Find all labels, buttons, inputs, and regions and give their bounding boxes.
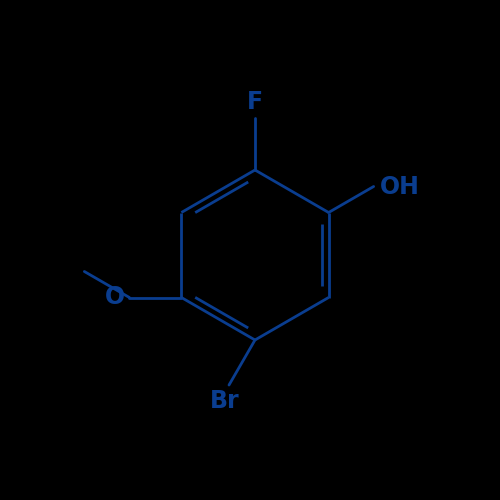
Text: OH: OH	[380, 174, 420, 199]
Text: F: F	[247, 90, 263, 114]
Text: O: O	[106, 286, 126, 310]
Text: Br: Br	[210, 389, 240, 413]
